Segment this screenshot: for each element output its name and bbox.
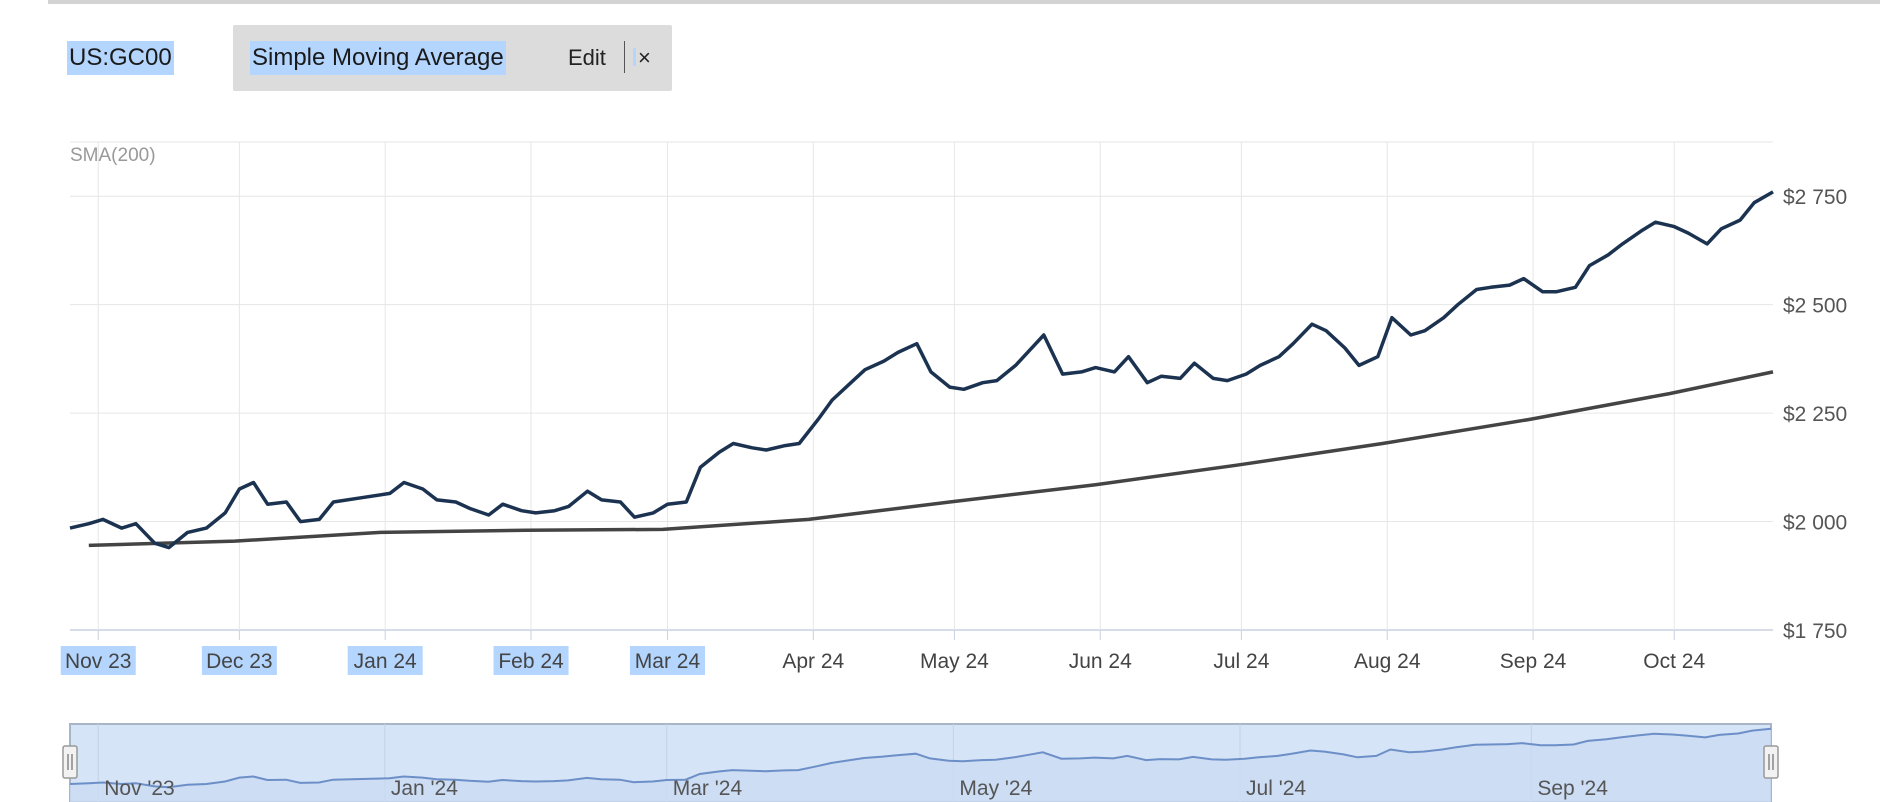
top-border — [48, 0, 1880, 4]
y-tick-label: $2 500 — [1783, 295, 1847, 318]
x-tick-label: Jul 24 — [1213, 650, 1269, 673]
navigator: Nov '23 Jan '24 Mar '24 May '24 Jul '24 Sep '… — [62, 723, 1779, 802]
y-tick-label: $1 750 — [1783, 620, 1847, 643]
x-tick-highlight — [493, 646, 569, 675]
symbol-label: US:GC00 — [67, 41, 174, 75]
x-tick-label: May 24 — [920, 650, 989, 673]
navigator-tick-label: May '24 — [959, 777, 1032, 800]
x-tick-label: Aug 24 — [1354, 650, 1421, 673]
navigator-tick-label: Jul '24 — [1246, 777, 1306, 800]
navigator-left-handle[interactable] — [62, 745, 78, 779]
edit-indicator-button[interactable]: Edit — [568, 45, 606, 70]
navigator-right-handle[interactable] — [1763, 745, 1779, 779]
navigator-tick-label: Jan '24 — [391, 777, 458, 800]
x-tick-label: Sep 24 — [1500, 650, 1567, 673]
x-tick-highlight — [347, 646, 423, 675]
x-tick-label: Jun 24 — [1069, 650, 1132, 673]
price-series-line — [69, 190, 1774, 550]
selection-caret — [633, 48, 636, 66]
navigator-tick-label: Mar '24 — [673, 777, 743, 800]
indicator-name: Simple Moving Average — [250, 41, 506, 75]
x-tick-highlight — [629, 646, 705, 675]
indicator-chip[interactable]: Simple Moving Average Edit × — [233, 25, 672, 91]
navigator-line — [69, 727, 1772, 789]
y-tick-label: $2 000 — [1783, 512, 1847, 535]
x-tick-label: Feb 24 — [498, 650, 564, 673]
y-tick-label: $2 250 — [1783, 403, 1847, 426]
x-tick-label: Mar 24 — [635, 650, 701, 673]
divider — [624, 41, 625, 73]
handle-grip-icon — [62, 745, 78, 779]
x-tick-label: Dec 23 — [206, 650, 273, 673]
x-tick-label: Nov 23 — [65, 650, 132, 673]
x-tick-highlight — [201, 646, 277, 675]
sma-series-line — [88, 370, 1774, 548]
remove-indicator-close-icon[interactable]: × — [638, 45, 651, 70]
x-tick-label: Apr 24 — [782, 650, 844, 673]
indicator-label: SMA(200) — [70, 145, 156, 166]
navigator-area — [70, 728, 1771, 802]
y-tick-label: $2 750 — [1783, 186, 1847, 209]
x-tick-label: Oct 24 — [1643, 650, 1705, 673]
x-tick-highlight — [60, 646, 136, 675]
handle-grip-icon — [1763, 745, 1779, 779]
navigator-tick-label: Nov '23 — [104, 777, 175, 800]
navigator-tick-label: Sep '24 — [1537, 777, 1608, 800]
x-tick-label: Jan 24 — [354, 650, 417, 673]
